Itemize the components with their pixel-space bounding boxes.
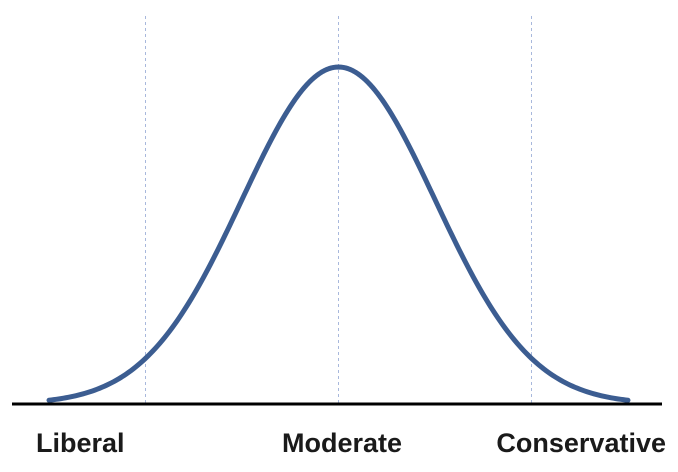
tick-label-moderate: Moderate [282, 428, 402, 458]
tick-label-layer: Liberal Moderate Conservative [36, 428, 666, 458]
grid-layer [145, 16, 532, 404]
bell-curve-line [46, 64, 631, 403]
tick-label-conservative: Conservative [496, 428, 666, 458]
tick-label-liberal: Liberal [36, 428, 125, 458]
